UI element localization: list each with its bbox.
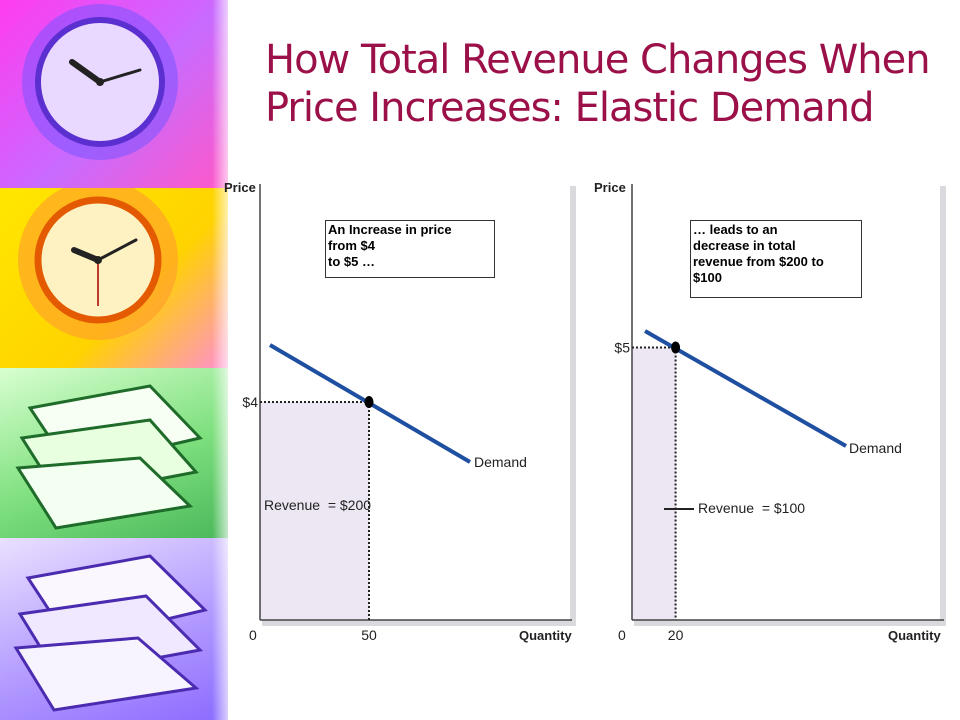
y-tick-label: $4: [242, 394, 258, 410]
revenue-label: Revenue = $200: [264, 497, 371, 513]
chart-left: Price Quantity 0 50 $4 Demand Revenue = …: [224, 180, 576, 643]
x-tick-label: 50: [361, 627, 377, 643]
x-tick-label: 20: [668, 627, 684, 643]
papers-photo-panel: [0, 368, 228, 538]
x-axis-label: Quantity: [519, 628, 572, 643]
clock-photo-panel-2: [0, 180, 228, 368]
papers-photo-panel-2: [0, 538, 228, 720]
y-axis-label: Price: [224, 180, 256, 195]
clock-icon: [18, 180, 178, 340]
decorative-image-strip: [0, 0, 228, 720]
revenue-label: Revenue = $100: [698, 500, 805, 516]
x-axis-label: Quantity: [888, 628, 941, 643]
series-label-demand: Demand: [849, 440, 902, 456]
y-tick-label: $5: [614, 340, 630, 356]
paper-stack-icon: [15, 384, 203, 530]
origin-label: 0: [249, 627, 257, 643]
origin-label: 0: [618, 627, 626, 643]
slide-title: How Total Revenue Changes When Price Inc…: [265, 37, 931, 131]
y-axis-label: Price: [594, 180, 626, 195]
annotation-box-right: … leads to an decrease in total revenue …: [690, 220, 862, 298]
annotation-box-left: An Increase in price from $4 to $5 …: [325, 220, 495, 278]
series-label-demand: Demand: [474, 454, 527, 470]
strip-fade: [212, 0, 228, 720]
paper-stack-icon: [13, 554, 208, 712]
equilibrium-point: [671, 341, 681, 354]
equilibrium-point: [364, 396, 374, 408]
revenue-area: [260, 402, 369, 620]
clock-icon: [22, 4, 178, 160]
revenue-area: [632, 347, 676, 620]
clock-photo-panel: [0, 0, 228, 188]
